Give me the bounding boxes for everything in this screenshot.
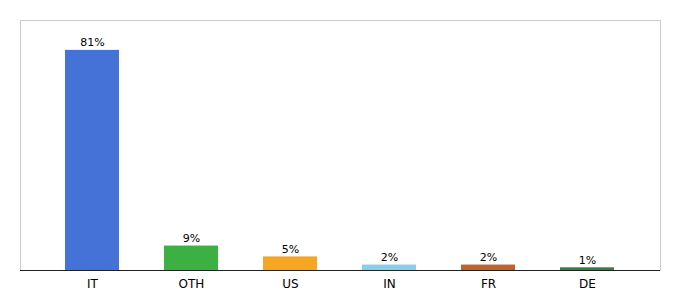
svg-text:FR: FR	[481, 277, 496, 291]
svg-text:IN: IN	[383, 277, 396, 291]
svg-text:2%: 2%	[480, 251, 497, 264]
svg-text:5%: 5%	[282, 243, 299, 256]
svg-text:US: US	[282, 277, 298, 291]
svg-text:IT: IT	[87, 277, 99, 291]
svg-text:9%: 9%	[183, 232, 200, 245]
svg-text:DE: DE	[579, 277, 596, 291]
svg-text:81%: 81%	[80, 36, 104, 49]
svg-text:OTH: OTH	[179, 277, 205, 291]
svg-text:2%: 2%	[381, 251, 398, 264]
svg-text:1%: 1%	[579, 254, 596, 267]
